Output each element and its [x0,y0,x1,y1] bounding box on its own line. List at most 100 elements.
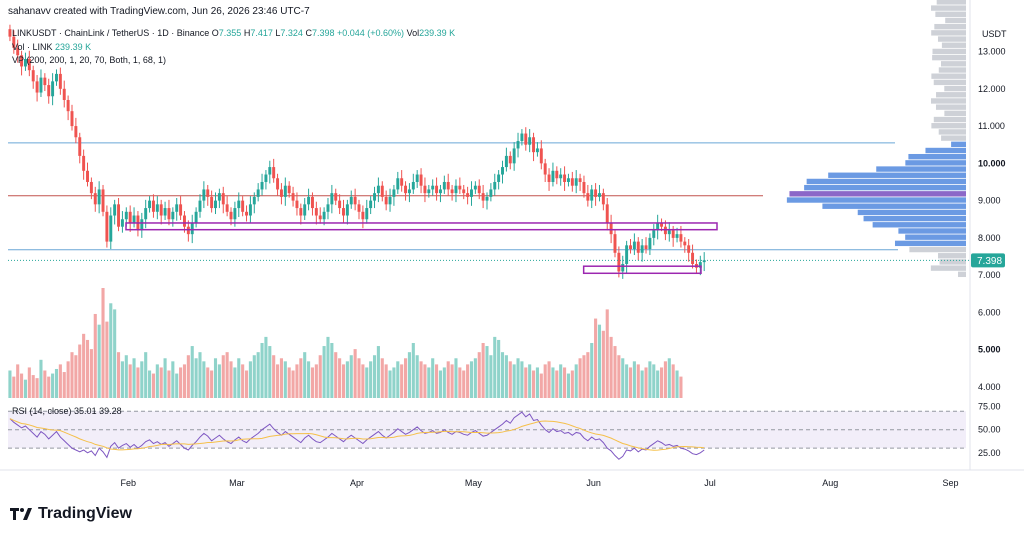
candle-body [283,185,287,197]
high-label: H [243,28,251,38]
candle-body [636,241,640,253]
candle-body [407,189,411,194]
candle-body [466,193,470,197]
volume-profile-row [931,98,966,104]
tradingview-brand[interactable]: TradingView [10,505,132,523]
volume-bar [636,364,640,398]
volume-profile-row [941,135,966,141]
volume-profile-row [936,92,966,98]
volume-bar [369,361,373,398]
ohlc-legend[interactable]: LINKUSDT · ChainLink / TetherUS · 1D · B… [12,28,455,38]
volume-profile-row [857,209,966,216]
candle-body [454,185,458,194]
volume-bar [260,343,264,398]
volume-bar [663,361,667,398]
candle-body [458,185,462,190]
candle-body [563,174,567,182]
volume-bar [89,349,93,398]
candle-body [206,189,210,197]
candle-body [167,208,171,220]
candle-body [260,181,264,190]
candle-body [687,245,691,253]
time-axis[interactable]: Feb Mar Apr May Jun Jul Aug Sep [0,469,1024,488]
price-tick-label: 13.000 [978,47,1006,57]
volume-bar [179,367,183,398]
candle-body [361,211,365,220]
rsi-legend[interactable]: RSI (14, close) 35.01 39.28 [12,406,122,416]
volume-bar [497,339,501,398]
price-axis[interactable]: 13.000 12.000 11.000 10.000 9.000 8.000 7.000 6… [969,0,1006,470]
candle-body [376,185,380,194]
volume-bar [543,364,547,398]
volume-bar [318,355,322,398]
volume-bar [128,364,132,398]
volume-bar [605,309,609,398]
volume-bar [237,358,241,398]
volume-profile-row [804,184,966,191]
candle-body [617,252,621,272]
candle-body [214,200,217,209]
volume-bar [411,343,415,398]
volume-profile-row [863,215,966,222]
volume-bar [151,373,155,398]
candle-body [190,222,194,235]
volume-profile-legend[interactable]: VP (200, 200, 1, 20, 70, Both, 1, 68, 1) [12,55,166,65]
candle-body [477,185,481,194]
rsi-label: RSI (14, close) [12,406,72,416]
range-boxes[interactable] [125,222,718,275]
close-value: 7.398 [311,28,335,38]
candle-body [605,204,609,223]
volume-bar [295,364,299,398]
volume-bar [35,378,39,398]
volume-bar [400,364,404,398]
last-price-badge: 7.398 [971,253,1005,268]
candle-body [113,204,117,216]
volume-bar [272,355,276,398]
volume-bar [287,367,291,398]
candle-body [23,58,27,67]
volume-bar [628,367,633,398]
volume-legend[interactable]: Vol · LINK 239.39 K [12,42,91,52]
volume-bar [547,361,551,398]
volume-bar [396,361,400,398]
candle-body [175,204,179,212]
candle-body [202,189,206,201]
candle-body [516,140,520,149]
candle-body [330,193,334,205]
candle-body [629,245,632,250]
volume-bar [256,352,260,398]
volume-label: Vol [406,28,420,38]
volume-bar [345,361,349,398]
volume-profile-row [932,54,966,61]
candle-body [55,73,58,82]
candle-body [299,208,303,216]
candle-body [89,181,93,194]
symbol-description[interactable]: LINKUSDT · ChainLink / TetherUS · 1D · B… [12,28,210,38]
candle-body [702,260,706,263]
volume-bar [283,361,287,398]
candle-body [16,47,20,56]
candle-body [683,241,687,246]
volume-bar [407,352,411,398]
volume-bar [268,346,272,398]
volume-bar [613,346,617,398]
volume-bar [566,373,571,398]
volume-profile-row [789,191,966,197]
candle-body [12,36,16,48]
volume-bar [97,324,101,398]
volume-bar [365,367,369,398]
open-label: O [211,28,219,38]
rsi-value: 35.01 [74,406,97,416]
candle-body [225,204,229,212]
volume-bar [225,352,229,398]
horizontal-lines[interactable] [8,142,898,251]
volume-bar [136,367,140,398]
candle-body [392,189,396,197]
candle-body [39,77,43,93]
candle-body [473,185,477,190]
candle-body [609,222,613,235]
volume-profile-row [925,147,966,154]
volume-value: 239.39 K [419,28,456,38]
volume-bar [601,330,605,398]
